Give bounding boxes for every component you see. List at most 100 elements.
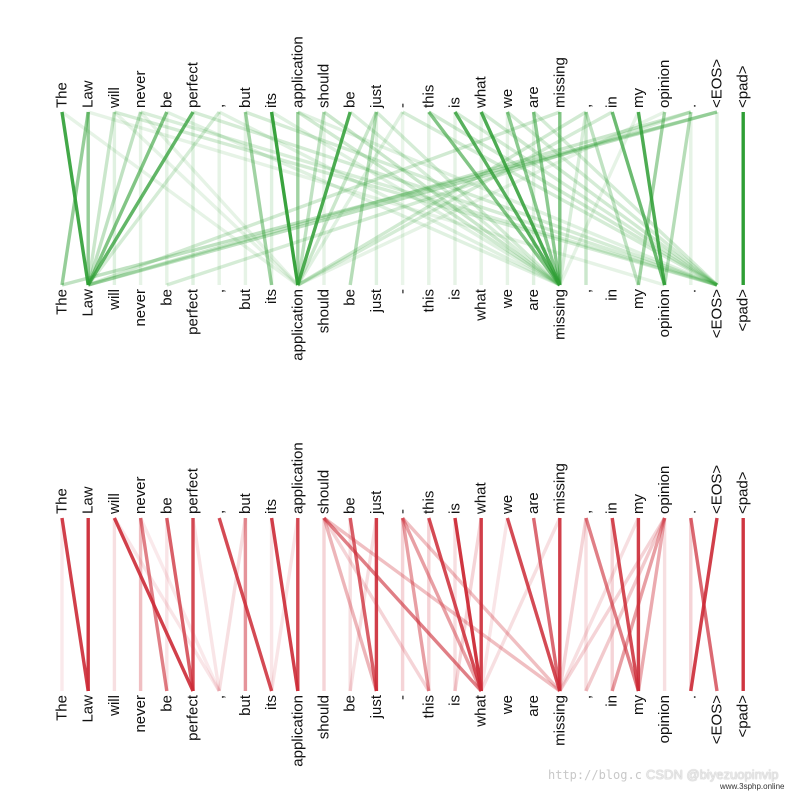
attention-edge-23-9	[297, 110, 666, 287]
attention-edge-24-1	[87, 110, 692, 287]
attention-edge-10-9	[296, 111, 326, 286]
target-token-2-will: will	[106, 289, 123, 311]
target-token-4-be: be	[158, 695, 175, 712]
attention-edge-0-1	[60, 517, 90, 692]
source-tokens: The Law will never be perfect, but its applicati…	[54, 36, 752, 109]
target-token-8-its: its	[263, 695, 280, 710]
target-token-6-punct: ,	[211, 289, 228, 293]
source-token-1-law: Law	[80, 486, 97, 514]
source-token-9-application: application	[289, 36, 306, 108]
target-token-16-what: what	[473, 694, 490, 728]
source-token-20-punct: ,	[578, 510, 595, 514]
attention-edge-5-25	[192, 110, 718, 287]
attention-edges	[60, 110, 745, 287]
attention-edge-2-25	[113, 110, 718, 287]
attention-edge-5-1	[86, 111, 195, 286]
target-tokens: The Law will never be perfect, but its applicati…	[54, 288, 752, 361]
attention-edge-13-9	[296, 111, 405, 286]
target-token-23-opinion: opinion	[656, 695, 673, 743]
attention-edge-3-25	[140, 110, 718, 287]
target-token-3-never: never	[132, 289, 149, 327]
target-token-11-be: be	[342, 695, 359, 712]
source-token-2-will: will	[106, 87, 123, 109]
attention-edge-1-23	[87, 110, 666, 287]
source-token-7-but: but	[237, 86, 254, 108]
attention-panel-bottom: The Law will never be perfect, but its applicati…	[54, 442, 752, 766]
attention-edge-17-19	[505, 111, 562, 286]
csdn-watermark: CSDN @biyezuopinvip	[646, 767, 779, 782]
source-token-24-punct: .	[682, 510, 699, 514]
attention-edge-0-1	[60, 111, 90, 286]
attention-panel-top: The Law will never be perfect, but its applicati…	[54, 36, 752, 360]
attention-edge-17-19	[505, 517, 562, 692]
source-token-26-pad: <pad>	[735, 65, 752, 108]
source-token-25-eos: <EOS>	[709, 465, 726, 514]
target-token-9-application: application	[289, 695, 306, 767]
attention-edge-2-6	[112, 517, 221, 692]
site-watermark: www.3sphp.online	[720, 782, 785, 791]
source-token-24-punct: .	[682, 104, 699, 108]
target-token-10-should: should	[316, 695, 333, 739]
attention-edge-10-19	[322, 110, 561, 287]
source-token-7-but: but	[237, 492, 254, 514]
source-token-6-punct: ,	[211, 510, 228, 514]
attention-edge-4-19	[166, 110, 561, 287]
source-token-10-should: should	[316, 64, 333, 108]
attention-edge-8-9	[269, 517, 300, 692]
target-token-5-perfect: perfect	[185, 288, 202, 335]
attention-edge-2-5	[112, 517, 195, 692]
source-token-18-are: are	[525, 492, 542, 514]
attention-edge-3-9	[139, 110, 300, 287]
target-token-18-are: are	[525, 289, 542, 311]
source-token-12-just: just	[368, 84, 385, 109]
attention-edge-18-19	[531, 111, 562, 286]
source-token-23-opinion: opinion	[656, 466, 673, 514]
attention-edge-25-1	[87, 110, 718, 287]
source-token-8-its: its	[263, 93, 280, 108]
target-token-11-be: be	[342, 289, 359, 306]
source-token-23-opinion: opinion	[656, 60, 673, 108]
attention-edge-22-23	[636, 111, 667, 286]
source-token-16-what: what	[473, 75, 490, 109]
source-token-15-is: is	[447, 503, 464, 514]
source-token-19-missing: missing	[551, 57, 568, 108]
source-token-21-in: in	[604, 502, 621, 514]
source-token-25-eos: <EOS>	[709, 59, 726, 108]
target-token-7-but: but	[237, 694, 254, 716]
attention-edge-25-0	[61, 110, 718, 287]
attention-edge-13-14	[400, 517, 431, 692]
target-token-14-this: this	[420, 289, 437, 312]
source-token-18-are: are	[525, 86, 542, 108]
source-token-2-will: will	[106, 493, 123, 515]
source-token-13-punct: -	[394, 103, 411, 108]
attention-edge-8-9	[269, 111, 300, 286]
attention-edge-5-6	[191, 517, 221, 692]
attention-edge-10-16	[322, 516, 483, 693]
target-token-21-in: in	[604, 289, 621, 301]
target-token-0-the: The	[54, 695, 71, 721]
attention-edge-14-19	[427, 110, 562, 287]
source-token-16-what: what	[473, 481, 490, 515]
target-token-5-perfect: perfect	[185, 694, 202, 741]
target-token-25-eos: <EOS>	[709, 289, 726, 338]
source-token-5-perfect: perfect	[185, 61, 202, 108]
source-token-26-pad: <pad>	[735, 471, 752, 514]
target-token-3-never: never	[132, 695, 149, 733]
target-token-17-we: we	[499, 695, 516, 715]
attention-edge-20-22	[584, 111, 641, 286]
source-token-6-punct: ,	[211, 104, 228, 108]
attention-edge-21-23	[610, 111, 667, 286]
target-token-23-opinion: opinion	[656, 289, 673, 337]
attention-edge-18-25	[532, 110, 719, 287]
attention-edge-22-19	[558, 517, 640, 692]
source-token-3-never: never	[132, 476, 149, 514]
attention-edge-21-22	[610, 517, 641, 692]
attention-edge-0-9	[60, 110, 299, 287]
attention-edge-16-19	[479, 111, 562, 286]
target-token-1-law: Law	[80, 695, 97, 723]
attention-edge-4-5	[165, 517, 195, 692]
attention-edge-7-6	[217, 517, 248, 692]
attention-edge-17-16	[479, 517, 510, 692]
target-token-20-punct: ,	[578, 695, 595, 699]
